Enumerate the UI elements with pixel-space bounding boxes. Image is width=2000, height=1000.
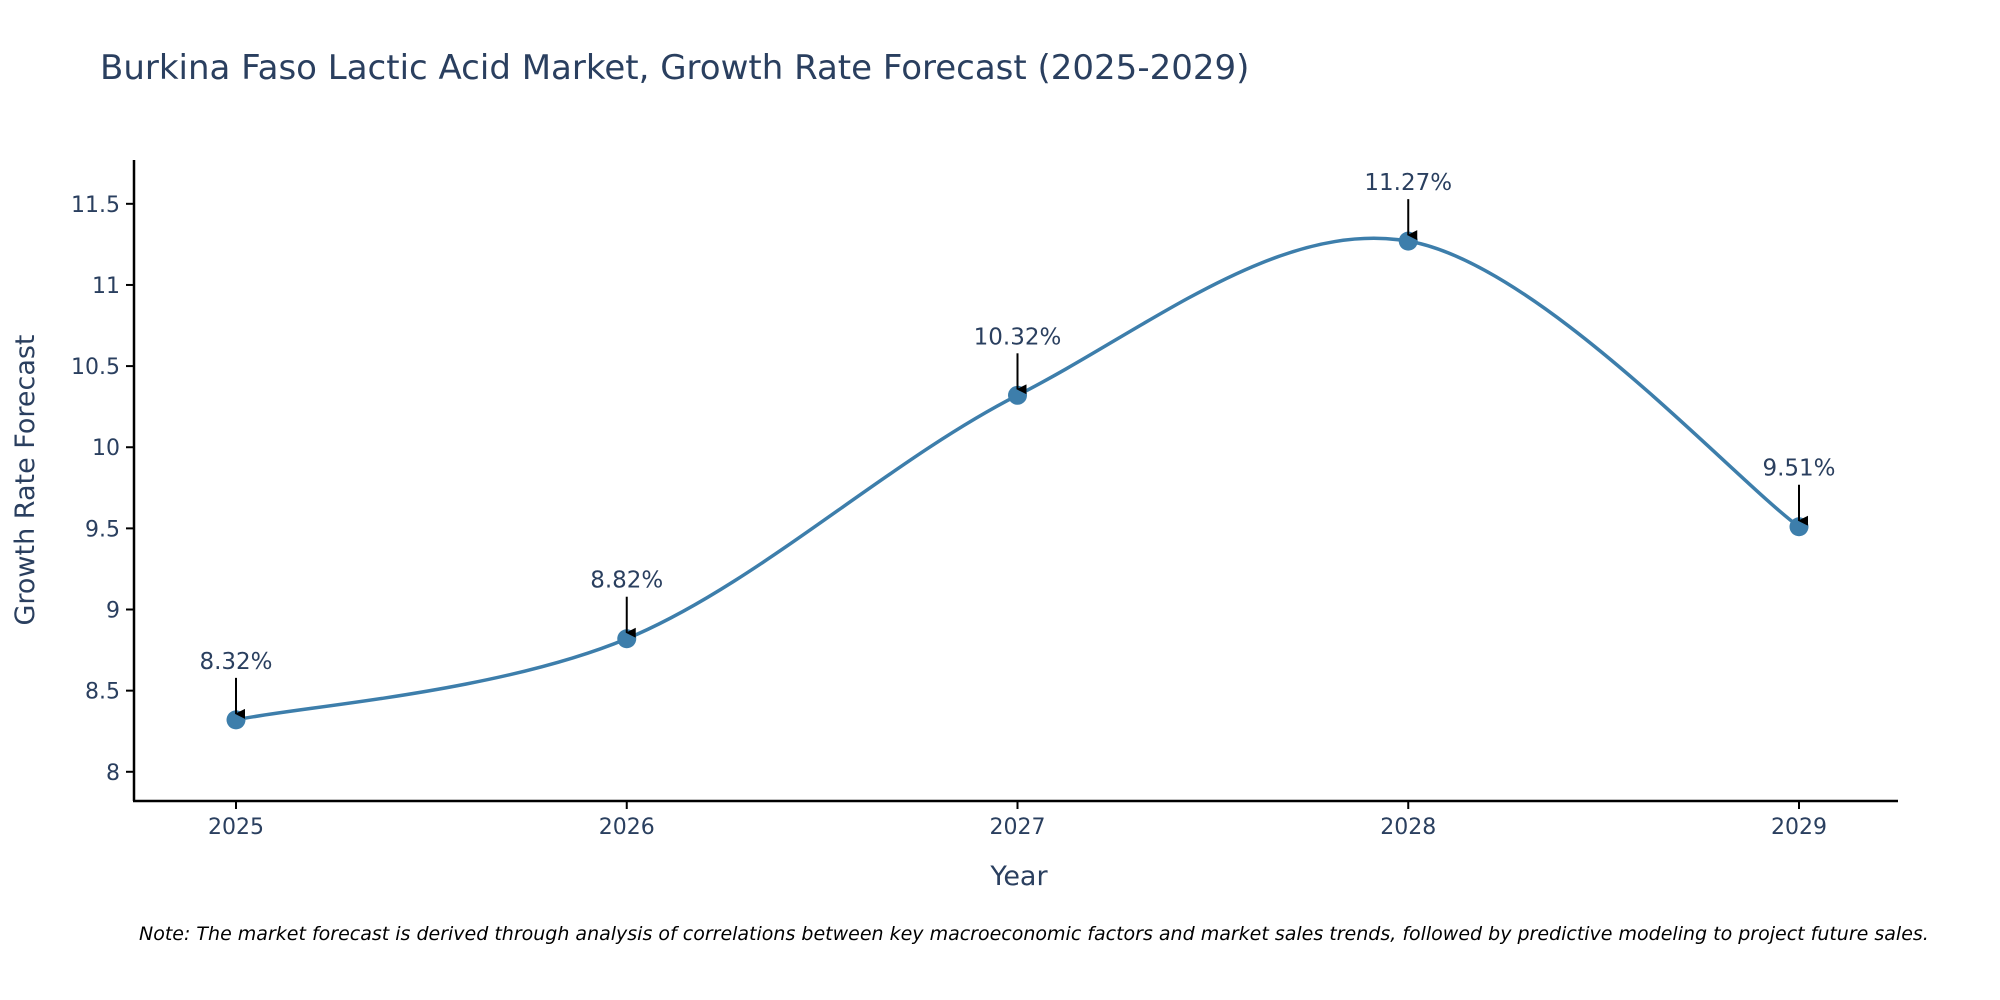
x-tick-label: 2027 bbox=[990, 815, 1046, 840]
y-tick-label: 11.5 bbox=[71, 193, 120, 218]
chart-title: Burkina Faso Lactic Acid Market, Growth … bbox=[100, 48, 1249, 88]
series-markers bbox=[226, 231, 1809, 730]
x-axis-ticks: 2025 2026 2027 2028 2029 bbox=[208, 801, 1827, 840]
x-tick-label: 2026 bbox=[599, 815, 655, 840]
data-label-2029: 9.51% bbox=[1762, 456, 1835, 482]
y-tick-label: 9.5 bbox=[85, 517, 120, 542]
data-label-annotations: 8.32% 8.82% 10.32% 11.27% 9.51% bbox=[199, 170, 1836, 719]
y-tick-label: 8.5 bbox=[85, 680, 120, 705]
y-tick-label: 8 bbox=[106, 761, 120, 786]
x-axis-title: Year bbox=[989, 861, 1048, 892]
data-label-2028: 11.27% bbox=[1364, 170, 1452, 196]
x-tick-label: 2025 bbox=[208, 815, 264, 840]
y-axis-ticks: 8 8.5 9 9.5 10 10.5 11 11.5 bbox=[71, 193, 134, 786]
x-tick-label: 2029 bbox=[1771, 815, 1827, 840]
series-line bbox=[235, 236, 1801, 722]
data-label-2026: 8.82% bbox=[590, 568, 663, 594]
y-tick-label: 10 bbox=[92, 436, 120, 461]
x-tick-label: 2028 bbox=[1380, 815, 1436, 840]
y-axis-title: Growth Rate Forecast bbox=[10, 334, 41, 625]
data-label-2025: 8.32% bbox=[199, 649, 272, 675]
y-tick-label: 10.5 bbox=[71, 355, 120, 380]
data-label-2027: 10.32% bbox=[974, 324, 1062, 350]
footnote: Note: The market forecast is derived thr… bbox=[139, 923, 1929, 945]
y-tick-label: 11 bbox=[92, 274, 120, 299]
y-tick-label: 9 bbox=[106, 599, 120, 624]
